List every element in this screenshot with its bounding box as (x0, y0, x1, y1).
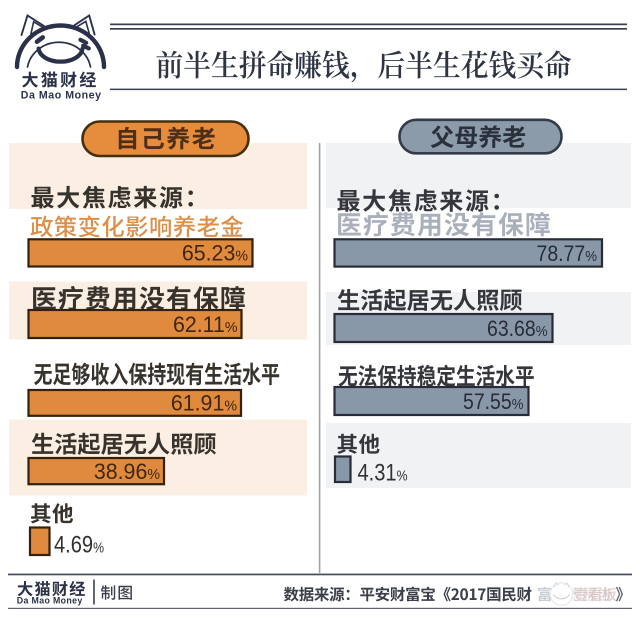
svg-text:Da Mao Money: Da Mao Money (17, 596, 83, 606)
svg-text:Da Mao Money: Da Mao Money (21, 89, 102, 101)
svg-text:4.69%: 4.69% (54, 530, 104, 557)
